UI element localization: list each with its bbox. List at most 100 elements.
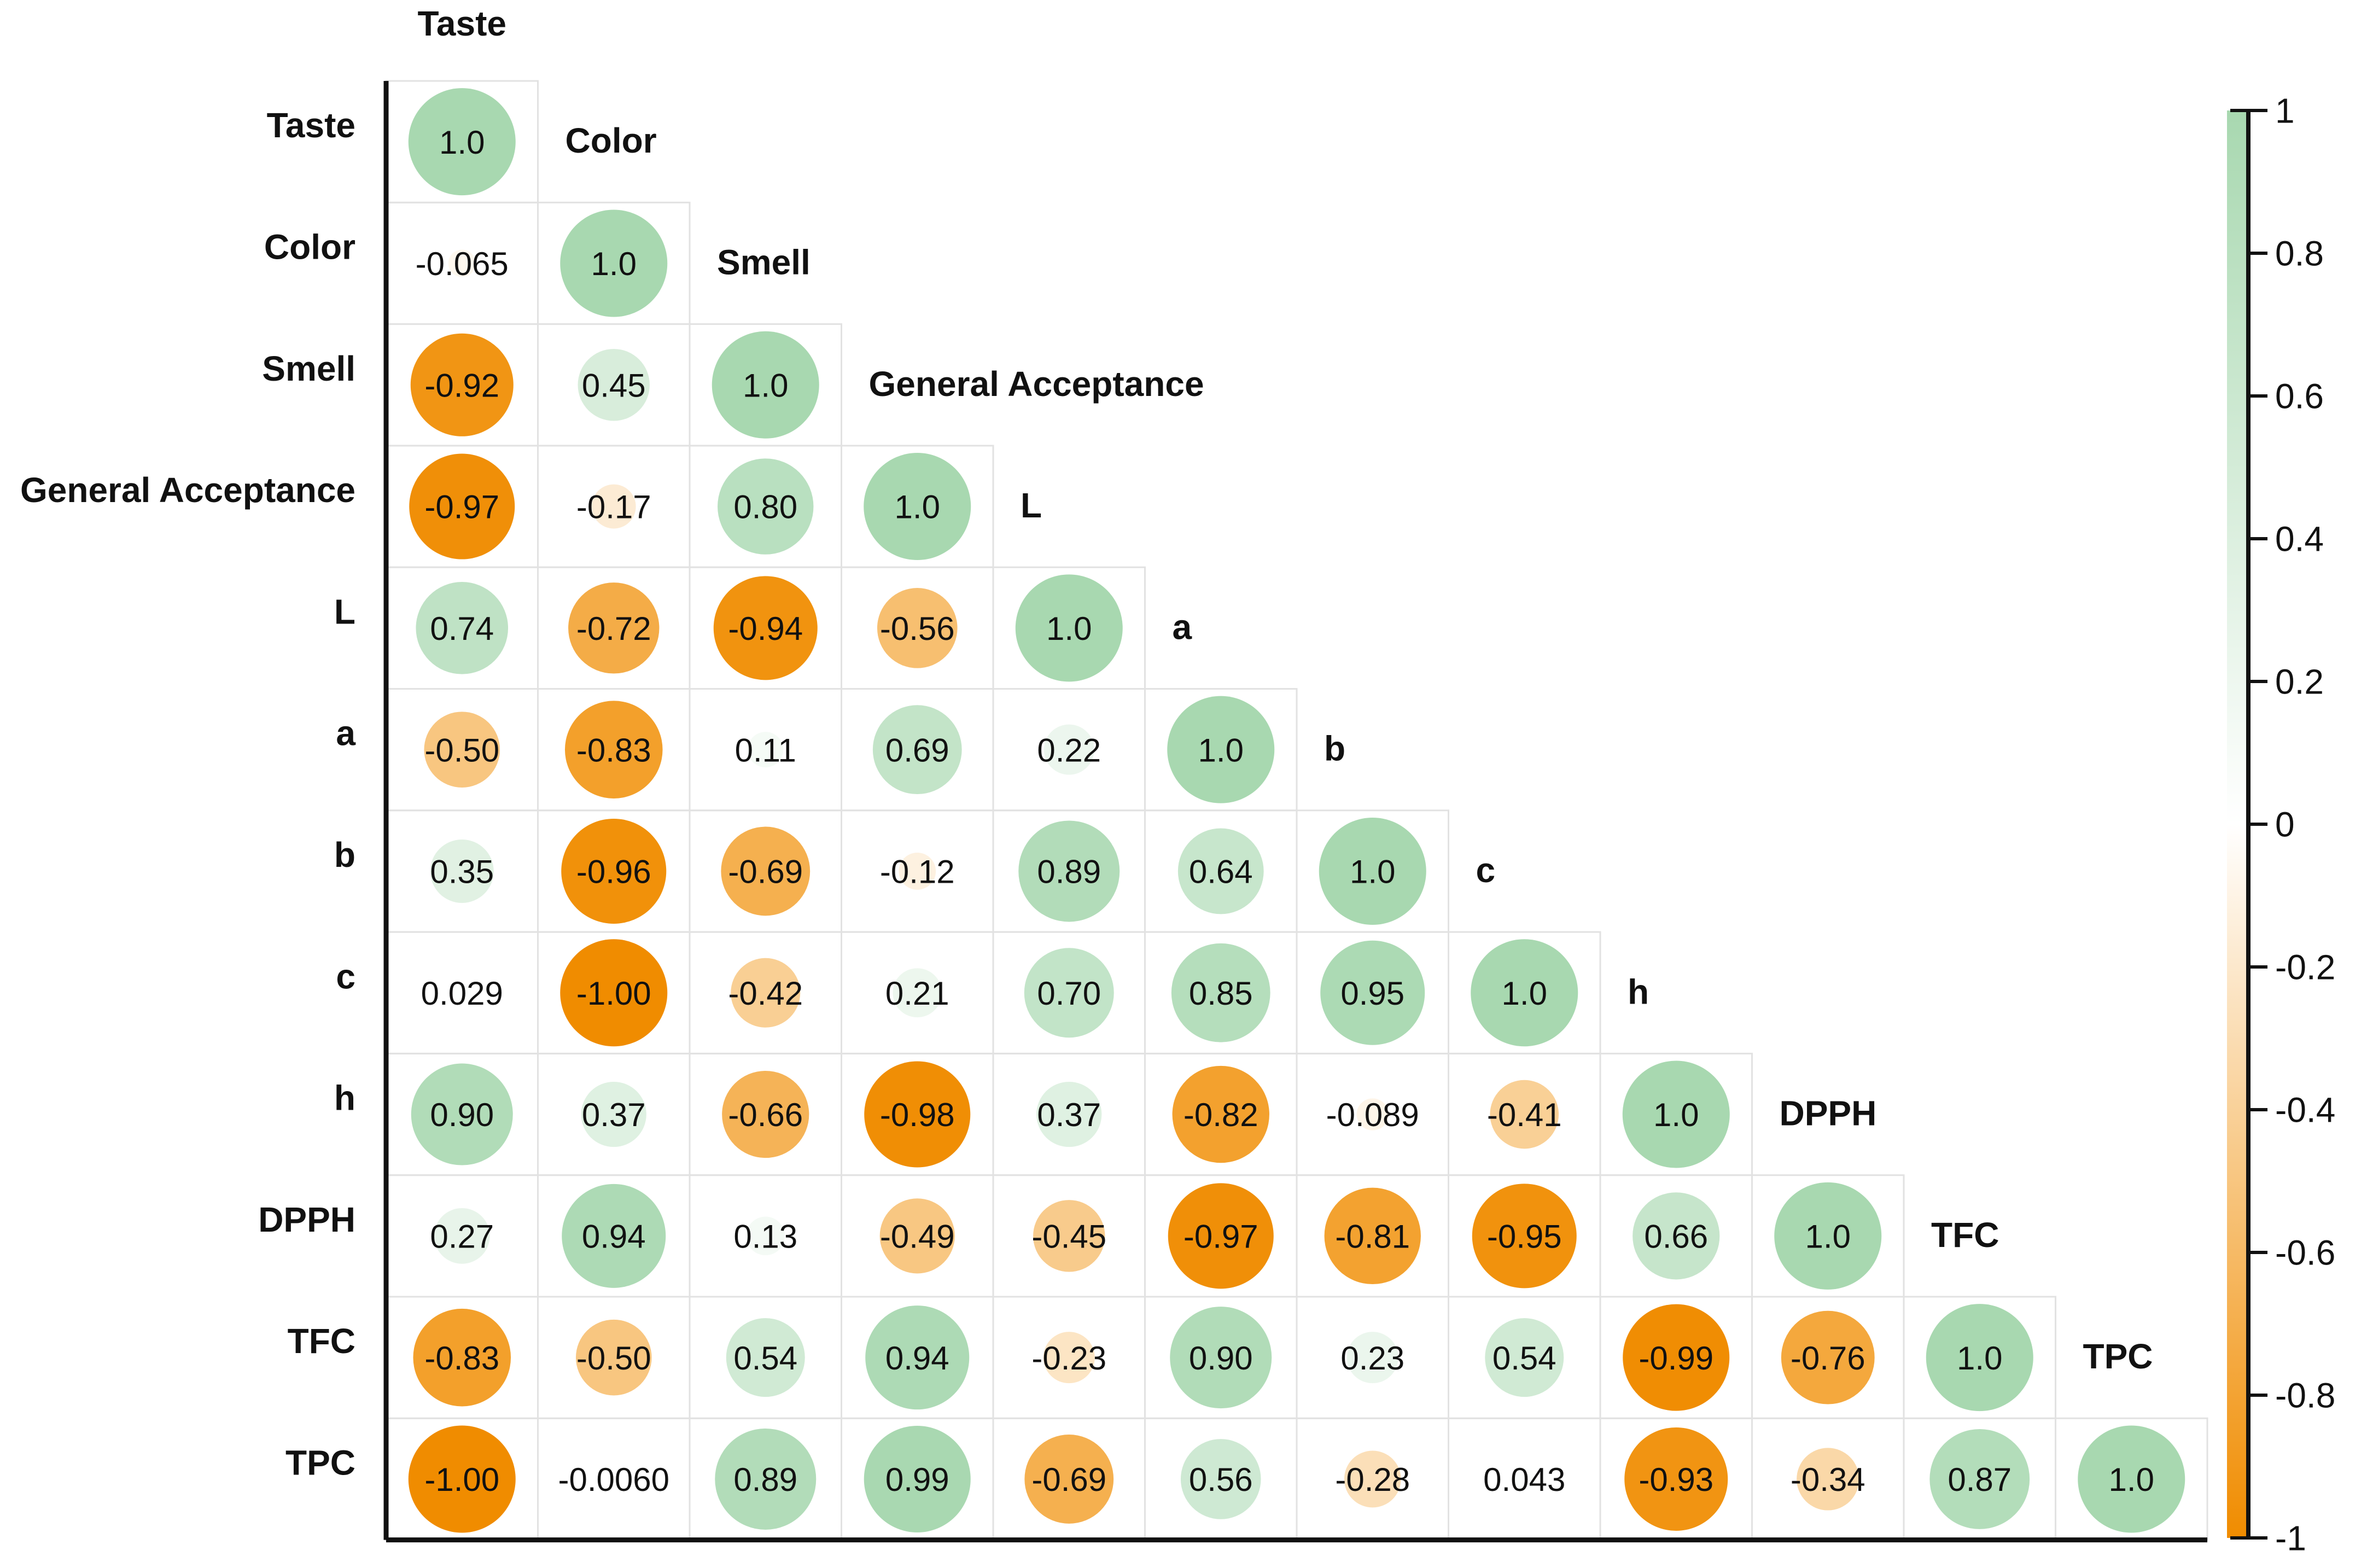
correlation-value: -0.69 xyxy=(728,854,803,890)
colorbar-gradient xyxy=(2227,110,2247,1538)
row-label: b xyxy=(334,835,355,875)
correlation-value: 0.45 xyxy=(582,367,646,404)
correlation-circle xyxy=(1036,1081,1102,1147)
correlation-circle xyxy=(424,712,500,788)
correlation-circle xyxy=(1513,1468,1536,1490)
correlation-circle xyxy=(1622,1060,1730,1168)
correlation-value: -0.28 xyxy=(1335,1461,1410,1498)
correlation-circle xyxy=(591,484,636,529)
correlation-circle xyxy=(1344,1450,1401,1508)
correlation-value: 0.37 xyxy=(582,1097,646,1133)
correlation-circle xyxy=(410,333,514,436)
correlation-circle xyxy=(413,1308,511,1407)
correlation-value: -0.45 xyxy=(1031,1218,1106,1255)
correlation-circle xyxy=(721,826,811,916)
correlation-circle xyxy=(718,458,814,555)
correlation-circle xyxy=(609,1474,618,1484)
column-label: h xyxy=(1628,972,1649,1011)
colorbar-tick-label: -0.2 xyxy=(2275,947,2335,987)
correlation-circle xyxy=(877,588,958,668)
correlation-circle xyxy=(1033,1200,1105,1272)
correlation-circle xyxy=(411,1063,513,1165)
correlation-value: -0.93 xyxy=(1639,1461,1713,1498)
correlation-circle xyxy=(872,705,962,795)
row-label: c xyxy=(336,957,355,996)
correlation-circle xyxy=(453,983,471,1002)
correlation-circle xyxy=(416,582,509,674)
correlation-value: 1.0 xyxy=(895,489,940,526)
correlation-circle xyxy=(1043,1332,1095,1384)
correlation-value: -0.99 xyxy=(1639,1340,1713,1377)
correlation-circle xyxy=(1346,1332,1398,1384)
correlation-circle xyxy=(408,88,516,196)
correlation-circle xyxy=(1324,1187,1421,1285)
correlation-value: -0.50 xyxy=(424,732,499,768)
column-label: DPPH xyxy=(1780,1094,1877,1133)
correlation-circle xyxy=(899,853,936,890)
column-label: TFC xyxy=(1931,1215,1999,1255)
correlation-value: 0.74 xyxy=(430,610,494,647)
correlation-circle xyxy=(568,582,660,674)
correlation-value: 1.0 xyxy=(2109,1461,2154,1498)
correlation-circle xyxy=(1024,1435,1114,1524)
correlation-circle xyxy=(1781,1310,1875,1404)
correlation-value: 0.69 xyxy=(885,732,949,768)
correlation-value: 0.94 xyxy=(885,1340,949,1377)
correlation-circle xyxy=(1170,1307,1272,1409)
correlation-circle xyxy=(1171,943,1270,1042)
correlation-circle xyxy=(581,1081,646,1147)
correlation-value: -0.92 xyxy=(424,367,499,404)
correlation-circle xyxy=(864,1061,971,1168)
correlation-value: -0.065 xyxy=(416,246,509,282)
correlation-circle xyxy=(879,1198,955,1274)
correlation-value: 0.90 xyxy=(1189,1340,1253,1377)
correlation-circle xyxy=(1180,1439,1261,1519)
column-label: General Acceptance xyxy=(869,364,1204,404)
correlation-circle xyxy=(1472,1184,1577,1289)
correlation-value: -0.23 xyxy=(1031,1340,1106,1377)
correlation-value: 0.11 xyxy=(735,732,796,768)
correlation-value: 0.94 xyxy=(582,1218,646,1255)
colorbar-tick-label: 0 xyxy=(2275,805,2295,844)
correlation-value: 0.87 xyxy=(1948,1461,2012,1498)
correlation-value: 1.0 xyxy=(1805,1218,1851,1255)
correlation-value: 0.27 xyxy=(430,1218,494,1255)
correlation-circle xyxy=(1015,574,1123,682)
column-label: Smell xyxy=(717,242,811,282)
correlation-value: -0.83 xyxy=(424,1340,499,1377)
correlation-value: -0.41 xyxy=(1487,1097,1562,1133)
correlation-circle xyxy=(731,958,801,1028)
correlation-value: 1.0 xyxy=(439,124,485,161)
correlation-value: 1.0 xyxy=(743,367,788,404)
grid-layer xyxy=(385,80,2208,1541)
row-label: Color xyxy=(264,227,355,266)
correlation-value: -1.00 xyxy=(424,1461,499,1498)
axis-layer xyxy=(383,81,2207,1543)
colorbar-tick-label: -0.8 xyxy=(2275,1375,2335,1415)
correlation-value: 0.37 xyxy=(1037,1097,1101,1133)
colorbar-tick-label: -1 xyxy=(2275,1518,2306,1558)
correlation-circle xyxy=(712,331,819,439)
correlation-value: -0.12 xyxy=(880,854,955,890)
correlation-circle xyxy=(1172,1065,1269,1163)
correlation-value: 0.70 xyxy=(1037,975,1101,1012)
correlation-value: 0.54 xyxy=(1493,1340,1556,1377)
correlation-circle xyxy=(713,576,818,680)
row-label: Smell xyxy=(262,349,355,388)
correlation-circle xyxy=(562,1184,666,1288)
colorbar-tick-label: 0.4 xyxy=(2275,519,2324,558)
correlation-circle xyxy=(1177,828,1264,914)
correlation-circle xyxy=(578,349,650,421)
correlation-value: 1.0 xyxy=(1198,732,1244,768)
correlation-value: -0.97 xyxy=(424,489,499,526)
correlation-circle xyxy=(864,1425,971,1532)
correlation-value: -0.69 xyxy=(1031,1461,1106,1498)
label-layer: Taste Taste Color Color Smell Smell General Ac… xyxy=(20,4,2153,1482)
row-label: L xyxy=(334,592,355,631)
correlation-value: 0.80 xyxy=(733,489,797,526)
correlation-circle xyxy=(1471,939,1578,1047)
correlation-circle xyxy=(448,249,476,277)
correlation-circle xyxy=(575,1319,652,1396)
correlation-value: 0.90 xyxy=(430,1097,494,1133)
